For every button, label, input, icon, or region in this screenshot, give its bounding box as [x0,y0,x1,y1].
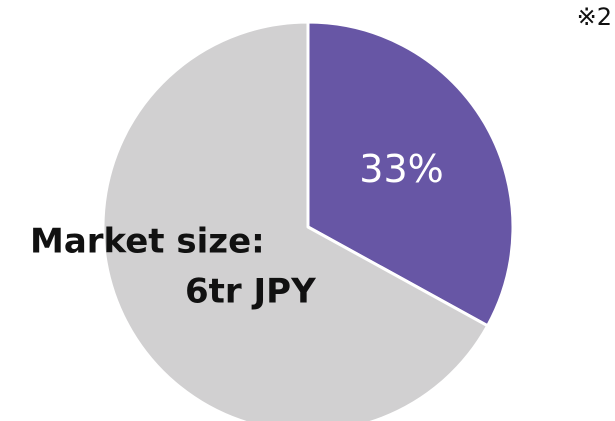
pie-slice [101,20,490,421]
pie [101,20,515,421]
pie-slice [306,20,515,328]
annotation: 6tr JPY [185,272,316,312]
note: ※2 [577,3,612,31]
value-label: 33% [359,147,443,191]
annotation: Market size: [30,222,265,262]
